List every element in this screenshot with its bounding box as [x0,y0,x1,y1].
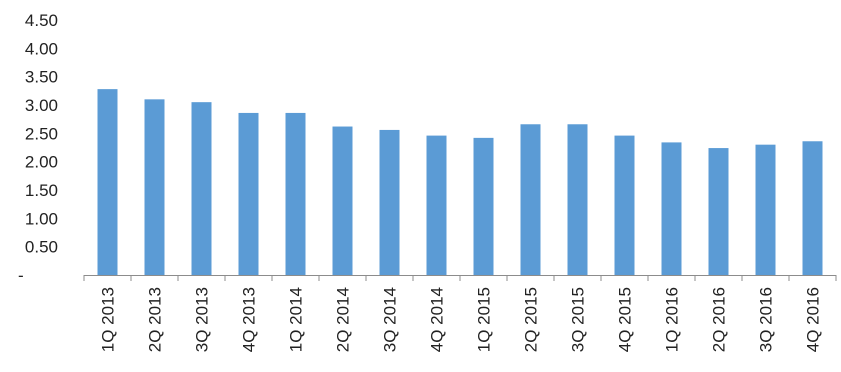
x-tick-label: 1Q 2014 [287,287,306,352]
y-tick-label: 2.00 [25,153,58,172]
x-tick-label: 1Q 2013 [99,287,118,352]
bar [614,135,635,275]
y-tick-label: 2.50 [25,124,58,143]
x-tick-label: 3Q 2015 [569,287,588,352]
y-tick-label: 1.00 [25,209,58,228]
bar [285,112,306,275]
x-tick-label: 4Q 2015 [616,287,635,352]
bar [238,112,259,275]
bar [191,102,212,276]
x-tick-label: 4Q 2016 [804,287,823,352]
x-tick-label: 2Q 2013 [146,287,165,352]
x-tick-label: 4Q 2013 [240,287,259,352]
x-tick-label: 2Q 2014 [334,287,353,352]
bar [567,124,588,276]
bar [473,137,494,275]
y-tick-label: - [18,266,24,285]
y-tick-label: 3.50 [25,68,58,87]
x-tick-label: 3Q 2014 [381,287,400,352]
bar-series [97,89,823,276]
x-tick-label: 1Q 2015 [475,287,494,352]
bar [802,141,823,275]
y-axis-tick-labels: -0.50 1.00 1.50 2.00 2.50 3.00 3.50 4.00 4.50 [18,11,58,285]
y-tick-label: 4.50 [25,11,58,30]
bar [144,99,165,275]
x-tick-label: 4Q 2014 [428,287,447,352]
bar [755,144,776,275]
x-tick-label: 3Q 2013 [193,287,212,352]
bar [520,124,541,276]
bar [332,126,353,276]
x-tick-label: 2Q 2015 [522,287,541,352]
x-tick-label: 3Q 2016 [757,287,776,352]
bar [379,129,400,275]
x-tick-label: 1Q 2016 [663,287,682,352]
bar [426,135,447,275]
bar [97,89,118,275]
y-tick-label: 1.50 [25,181,58,200]
x-axis-tick-labels: 1Q 2013 2Q 2013 3Q 2013 4Q 2013 1Q 2014 2Q 20… [83,275,837,352]
bar [661,142,682,275]
x-tick-label: 2Q 2016 [710,287,729,352]
bar [708,148,729,275]
y-tick-label: 3.00 [25,96,58,115]
y-tick-label: 4.00 [25,39,58,58]
y-tick-label: 0.50 [25,238,58,257]
